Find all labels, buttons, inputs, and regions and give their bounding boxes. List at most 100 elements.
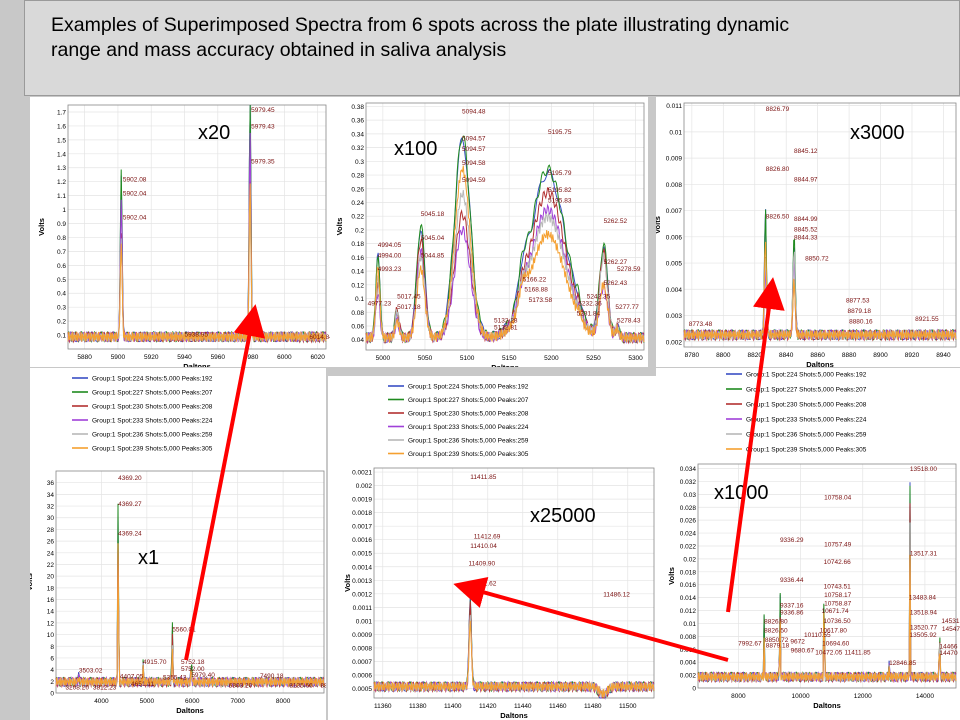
peak-label: 8844.97 [794,177,818,184]
peak-label: 5902.04 [123,214,147,221]
chart-x1000: 00.0020.0040.0060.0080.010.0120.0140.016… [667,372,960,711]
peak-label: 8844.33 [794,234,818,241]
y-tick-label: 0.0014 [352,564,372,571]
y-tick-label: 0.08 [351,310,364,317]
y-axis-label: Volts [667,567,676,585]
peak-label: 13483.84 [909,595,936,602]
peak-label: 5979.45 [251,107,275,114]
peak-label: 5355.42 [163,675,187,682]
peak-label: 8879.18 [848,308,872,315]
legend-entry: Group:1 Spot:236 Shots:5,000 Peaks:259 [746,432,867,439]
peak-label: 8826.80 [764,618,788,625]
legend-entry: Group:1 Spot:230 Shots:5,000 Peaks:208 [746,402,867,409]
peak-label: 8845.12 [794,148,818,155]
y-tick-label: 0.008 [680,634,697,641]
y-tick-label: 1.7 [57,109,66,116]
y-tick-label: 0.006 [666,234,683,241]
legend-entry: Group:1 Spot:236 Shots:5,000 Peaks:259 [408,438,529,445]
peak-label: 3503.02 [79,668,103,675]
peak-label: 8845.52 [794,227,818,234]
legend-entry: Group:1 Spot:239 Shots:5,000 Peaks:305 [746,447,867,454]
y-tick-label: 0.004 [666,287,683,294]
y-tick-label: 0.004 [680,660,697,667]
y-tick-label: 0.0021 [352,470,372,477]
peak-label: 5938.95 [185,331,209,338]
peak-label: 8880.16 [849,318,873,325]
y-tick-label: 32 [47,504,55,511]
y-tick-label: 0.026 [680,518,697,525]
x-axis-label: Daltons [176,706,204,715]
y-tick-label: 0.38 [351,104,364,111]
y-tick-label: 0.3 [355,159,364,166]
peak-label: 10758.87 [824,600,851,607]
legend-entry: Group:1 Spot:227 Shots:5,000 Peaks:207 [408,397,529,404]
peak-label: 88 [320,683,326,690]
peak-label: 5262.43 [604,280,628,287]
peak-label: 8921.55 [915,316,939,323]
peak-label: 8877.53 [846,297,870,304]
x-tick-label: 6000 [277,354,292,361]
y-tick-label: 0.012 [680,608,697,615]
peak-label: 5195.82 [548,187,572,194]
y-tick-label: 0.002 [680,673,697,680]
peak-label: 8826.79 [766,106,790,113]
spectrum-series-6 [683,241,957,340]
chart-panel-x100: 0.04 0.06 0.08 0.1 0.12 0.14 0.16 0.18 0.2 0.22 0.… [330,97,648,367]
y-tick-label: 0.26 [351,186,364,193]
legend-entry: Group:1 Spot:233 Shots:5,000 Peaks:224 [408,424,529,431]
peak-label: 5094.59 [462,177,486,184]
peak-label: 5232.36 [578,300,602,307]
x-tick-label: 5300 [628,355,643,362]
y-tick-label: 0.028 [680,505,697,512]
peak-label: 10742.66 [824,559,851,566]
x-tick-label: 6020 [310,354,325,361]
plot-frame [55,470,325,694]
peak-label: 10758.17 [824,592,851,599]
peak-label: 5195.83 [548,197,572,204]
legend-entry: Group:1 Spot:233 Shots:5,000 Peaks:224 [746,417,867,424]
peak-label: 5262.52 [604,218,628,225]
peak-label: 5094.48 [462,108,486,115]
peak-label: 7992.67 [738,640,762,647]
y-tick-label: 24 [47,550,55,557]
y-tick-label: 0.34 [351,131,364,138]
x-tick-label: 4000 [94,698,109,705]
peak-label: 4651.11 [131,681,154,688]
y-tick-label: 26 [47,539,55,546]
peak-label: 13520.77 [910,624,937,631]
x-tick-label: 11380 [409,703,427,710]
peak-label: 10110.55 [804,632,831,639]
y-tick-label: 22 [47,562,55,569]
y-axis-label: Volts [30,573,34,591]
chart-panel-x1: 0 2 4 6 8 10 12 14 16 18 20 22 24 26 28 30 32 34 36 4000 500… [30,368,326,720]
y-tick-label: 6 [50,655,54,662]
y-tick-label: 0.22 [351,214,364,221]
legend-entry: Group:1 Spot:224 Shots:5,000 Peaks:192 [408,384,529,391]
x-tick-label: 5150 [502,355,517,362]
x-tick-label: 8840 [779,352,794,359]
x-tick-label: 6000 [185,698,200,705]
y-tick-label: 0.01 [669,129,682,136]
y-tick-label: 1.3 [57,165,66,172]
y-tick-label: 0.016 [680,582,697,589]
y-tick-label: 0.02 [683,556,696,563]
peak-label: 5278.59 [617,266,641,273]
peak-label: 7490.18 [260,673,284,680]
y-tick-label: 16 [47,597,55,604]
peak-label: 13518.00 [910,466,937,473]
peak-label: 5166.22 [523,276,547,283]
y-tick-label: 1.4 [57,151,66,158]
x-tick-label: 5050 [418,355,433,362]
peak-label: 5902.08 [123,177,147,184]
y-tick-label: 0 [692,686,696,693]
y-tick-label: 0.0009 [352,632,372,639]
legend-entry: Group:1 Spot:239 Shots:5,000 Peaks:305 [92,446,213,453]
title-box: Examples of Superimposed Spectra from 6 … [24,0,960,96]
y-tick-label: 0.0011 [353,605,373,612]
peak-label: 4369.20 [118,475,142,482]
x-tick-label: 11440 [514,703,532,710]
chart-x3000: 0.002 0.003 0.004 0.005 0.006 0.007 0.008 0.009… [656,102,957,367]
peak-label: 5195.75 [548,129,572,136]
peak-label: 5560.01 [172,627,196,634]
